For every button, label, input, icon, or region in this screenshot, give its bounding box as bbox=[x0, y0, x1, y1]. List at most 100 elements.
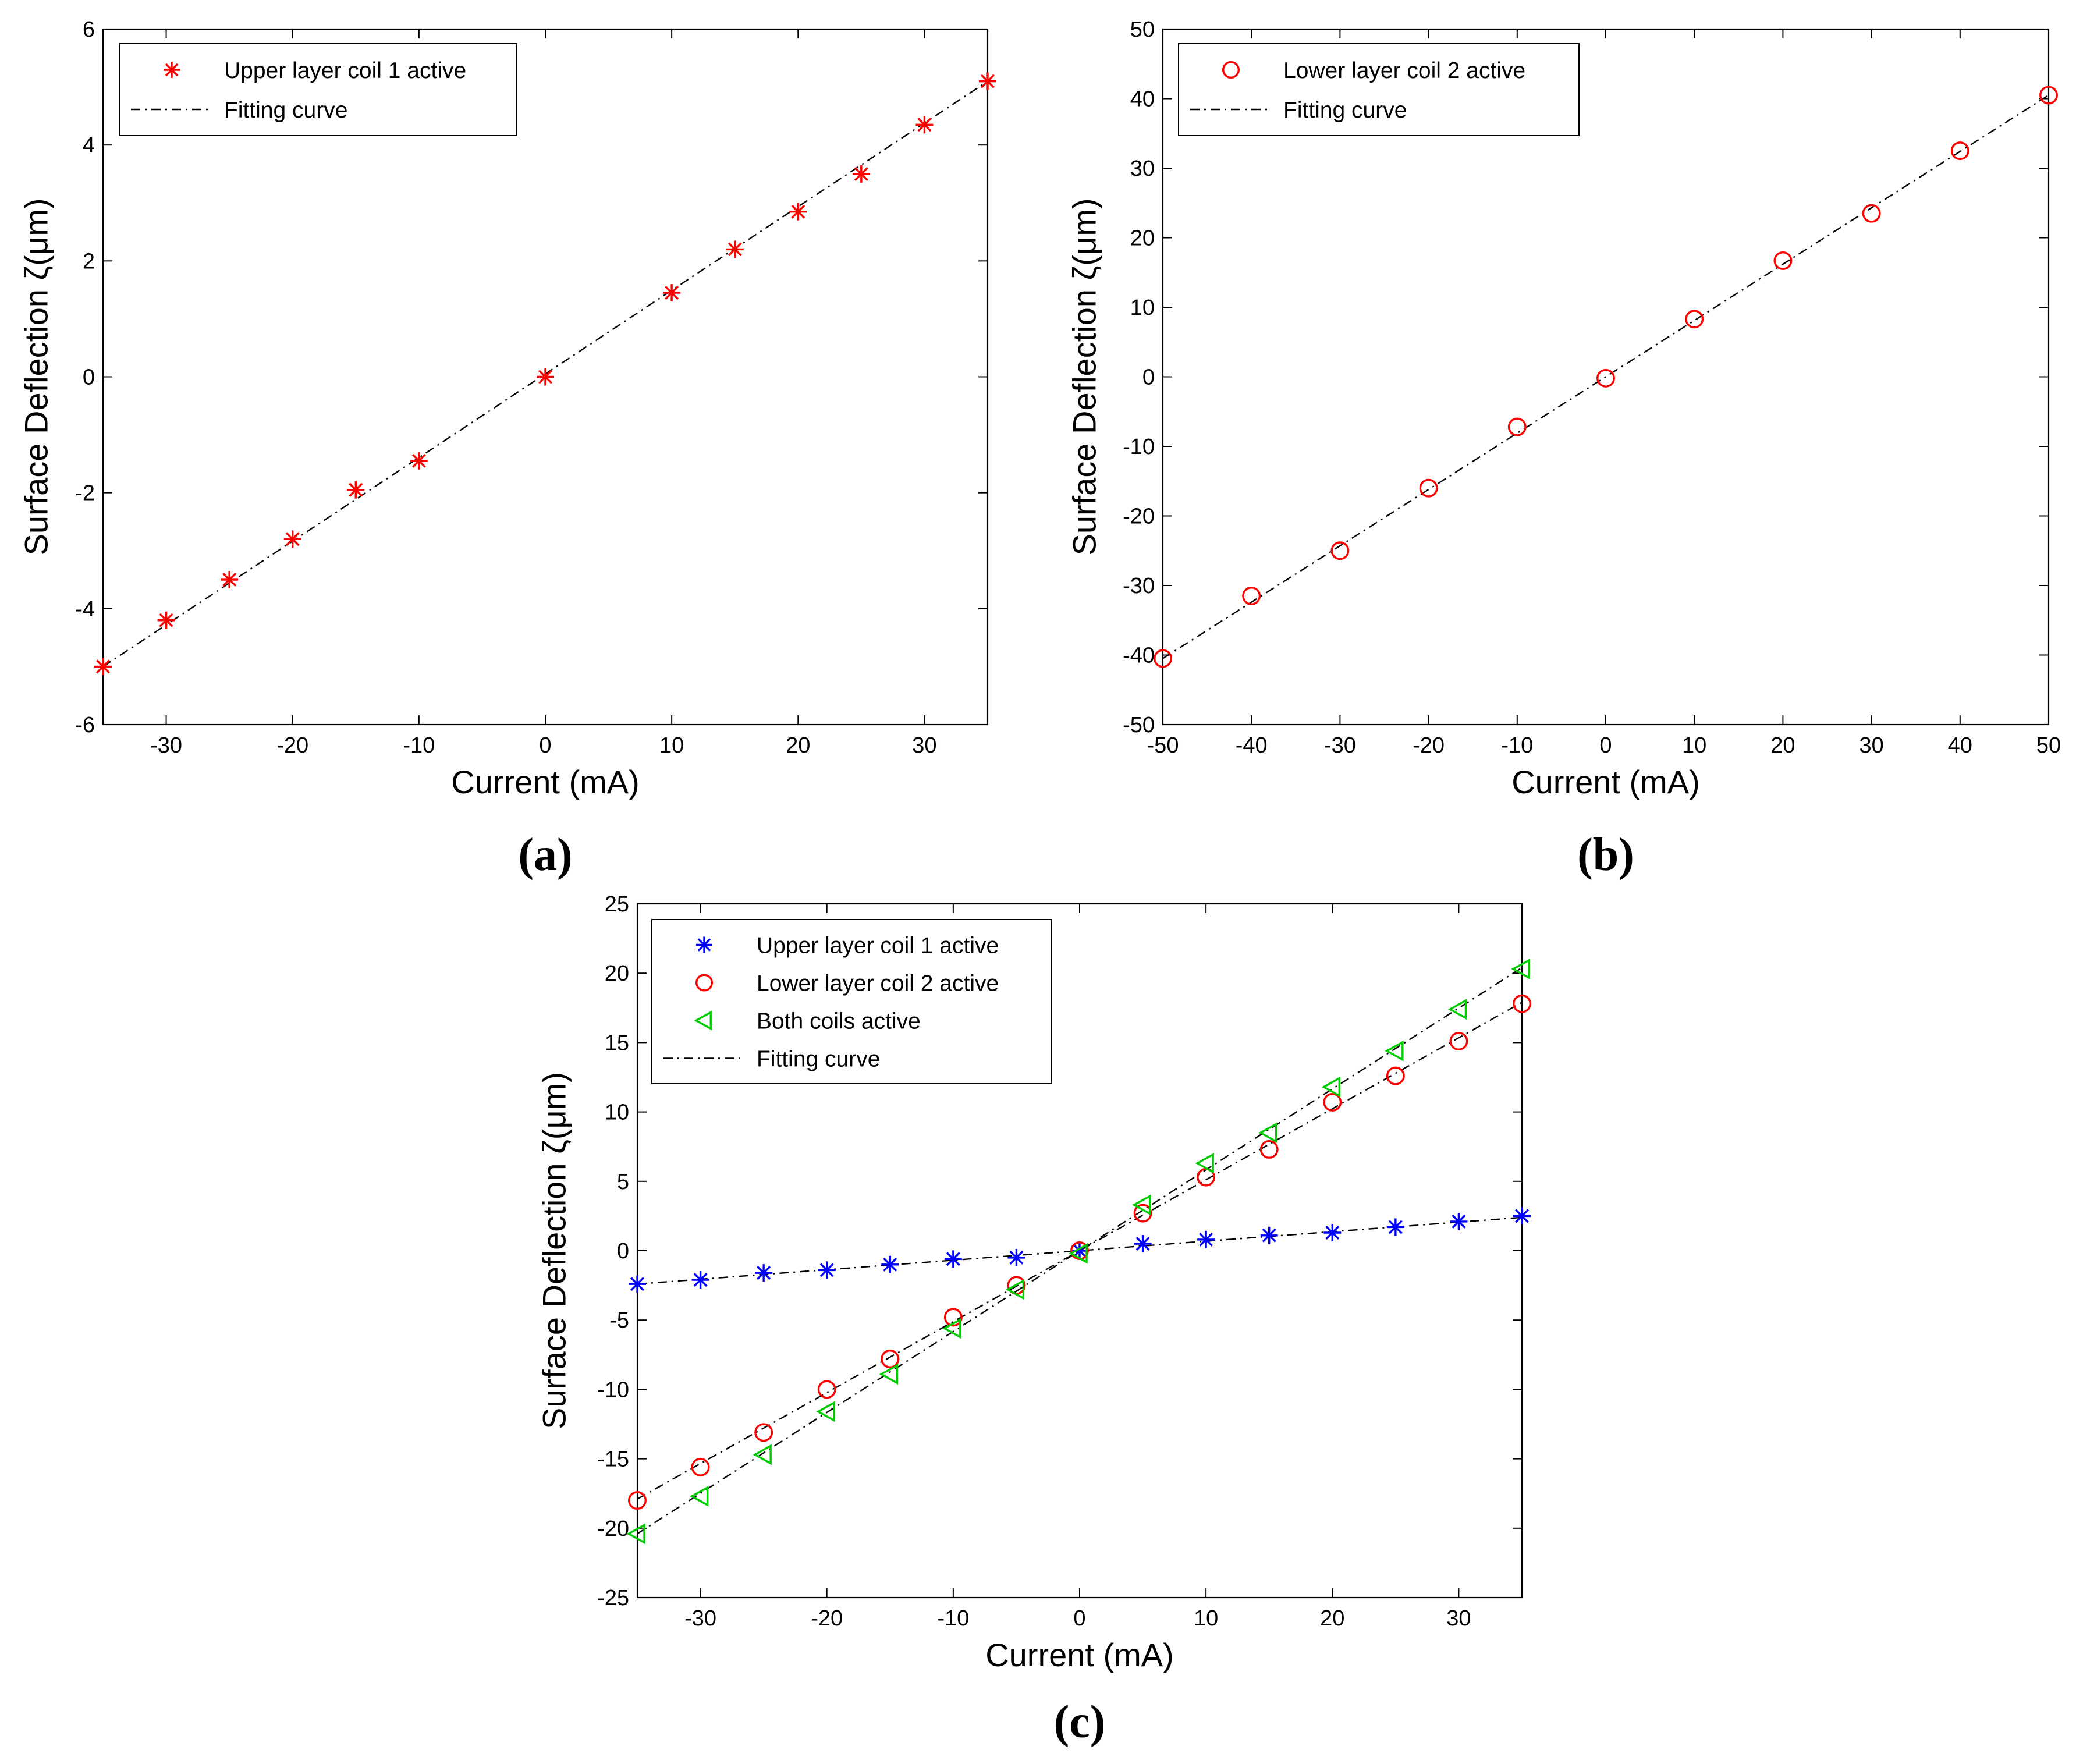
chart-c: -30 -20 -10 0 10 20 30 -25 -20 -15 -10 -5 0 5 10 15 20 25… bbox=[536, 892, 1531, 1748]
marker-stroke bbox=[222, 573, 237, 587]
marker-stroke bbox=[791, 204, 805, 219]
marker-stroke bbox=[1135, 1237, 1150, 1251]
y-tick-label: -20 bbox=[1123, 505, 1155, 529]
y-tick-label: -4 bbox=[75, 597, 95, 622]
marker-stroke bbox=[165, 63, 179, 77]
marker-stroke bbox=[980, 74, 995, 88]
data-point bbox=[1242, 586, 1261, 605]
legend-box bbox=[1178, 43, 1580, 136]
marker-stroke bbox=[757, 1266, 771, 1280]
data-point bbox=[881, 1350, 900, 1368]
fitting-curve-line bbox=[637, 1002, 1523, 1500]
data-point bbox=[1507, 417, 1527, 436]
data-point bbox=[1419, 478, 1438, 498]
data-point bbox=[1323, 1224, 1342, 1242]
x-tick-label: 30 bbox=[912, 733, 936, 758]
data-point bbox=[944, 1250, 962, 1268]
marker-stroke bbox=[697, 938, 711, 952]
data-point bbox=[1685, 310, 1704, 329]
data-point bbox=[1511, 959, 1530, 979]
y-tick-label: -10 bbox=[1123, 435, 1155, 459]
fitting-curve-line bbox=[1162, 94, 2049, 659]
marker-stroke bbox=[349, 482, 363, 497]
data-point bbox=[629, 1275, 646, 1293]
data-point bbox=[915, 116, 934, 134]
data-point bbox=[94, 658, 112, 676]
data-point bbox=[691, 1457, 710, 1476]
data-point bbox=[817, 1380, 836, 1399]
y-tick-label: -10 bbox=[597, 1378, 629, 1402]
data-point bbox=[1154, 649, 1172, 668]
y-tick-label: 20 bbox=[1130, 226, 1155, 251]
legend: Upper layer coil 1 active Lower layer coi… bbox=[651, 919, 1052, 1084]
x-tick-label: 40 bbox=[1948, 733, 1972, 758]
marker-stroke bbox=[95, 659, 111, 674]
y-tick-label: 4 bbox=[83, 133, 95, 158]
marker-stroke bbox=[854, 166, 868, 181]
y-tick-label: 6 bbox=[83, 17, 95, 42]
legend-label: Upper layer coil 1 active bbox=[224, 58, 466, 83]
x-tick-label: 10 bbox=[659, 733, 684, 758]
marker-stroke bbox=[665, 286, 679, 300]
y-tick-label: -50 bbox=[1123, 713, 1155, 737]
x-tick-label: -10 bbox=[1501, 733, 1533, 758]
data-point bbox=[1197, 1230, 1215, 1248]
legend-label: Upper layer coil 1 active bbox=[757, 934, 999, 959]
data-point bbox=[1134, 1235, 1152, 1253]
marker-stroke bbox=[630, 1277, 645, 1291]
y-tick-label: 25 bbox=[605, 892, 629, 917]
data-point bbox=[1330, 541, 1350, 560]
x-tick-label: 20 bbox=[1770, 733, 1795, 758]
x-tick-label: 30 bbox=[1859, 733, 1883, 758]
data-point bbox=[726, 240, 744, 258]
x-tick-label: -20 bbox=[811, 1606, 843, 1631]
y-tick-label: 50 bbox=[1130, 17, 1155, 42]
legend-box bbox=[651, 919, 1052, 1084]
y-tick-label: 0 bbox=[1142, 365, 1155, 390]
data-point bbox=[410, 452, 428, 470]
x-tick-label: 30 bbox=[1446, 1606, 1471, 1631]
marker-stroke bbox=[285, 532, 300, 546]
series-asterisk bbox=[629, 1207, 1531, 1293]
data-point bbox=[754, 1423, 773, 1442]
y-axis-title: Surface Deflection ζ(μm) bbox=[536, 1072, 573, 1429]
panel-label-paren: ) bbox=[557, 829, 573, 881]
data-point bbox=[1773, 251, 1793, 270]
y-tick-label: 0 bbox=[83, 365, 95, 390]
y-tick-label: 20 bbox=[605, 961, 629, 986]
panel-label-paren: ( bbox=[1054, 1696, 1070, 1748]
marker-stroke bbox=[538, 370, 553, 384]
data-point bbox=[221, 571, 239, 589]
data-point bbox=[1386, 1066, 1405, 1085]
data-point bbox=[1513, 1207, 1531, 1225]
data-point bbox=[942, 1318, 961, 1339]
x-tick-label: -20 bbox=[276, 733, 308, 758]
panel-label-letter: b bbox=[1593, 829, 1619, 881]
data-point bbox=[1449, 1032, 1468, 1050]
y-tick-label: 10 bbox=[1130, 296, 1155, 320]
panel-label-paren: ( bbox=[518, 829, 534, 881]
series-asterisk bbox=[94, 72, 996, 676]
data-point bbox=[347, 481, 365, 499]
x-tick-label: 20 bbox=[1320, 1606, 1344, 1631]
x-tick-label: -10 bbox=[937, 1606, 969, 1631]
legend-box bbox=[119, 43, 517, 136]
data-point bbox=[663, 284, 681, 302]
x-tick-label: -30 bbox=[684, 1606, 716, 1631]
data-point bbox=[1385, 1040, 1404, 1062]
y-tick-label: 15 bbox=[605, 1031, 629, 1055]
data-point bbox=[537, 368, 554, 386]
y-tick-label: 5 bbox=[617, 1170, 629, 1194]
marker-stroke bbox=[411, 453, 426, 468]
x-tick-label: -20 bbox=[1413, 733, 1445, 758]
marker-stroke bbox=[693, 1273, 708, 1287]
panel-label-paren: ) bbox=[1619, 829, 1634, 881]
x-tick-label: -50 bbox=[1147, 733, 1179, 758]
panel-label: (a) bbox=[518, 829, 572, 881]
data-point bbox=[1132, 1194, 1151, 1216]
y-tick-label: -20 bbox=[597, 1517, 629, 1541]
y-tick-label: -5 bbox=[609, 1308, 629, 1333]
legend-label: Lower layer coil 2 active bbox=[1283, 58, 1525, 83]
marker-stroke bbox=[1262, 1228, 1276, 1243]
